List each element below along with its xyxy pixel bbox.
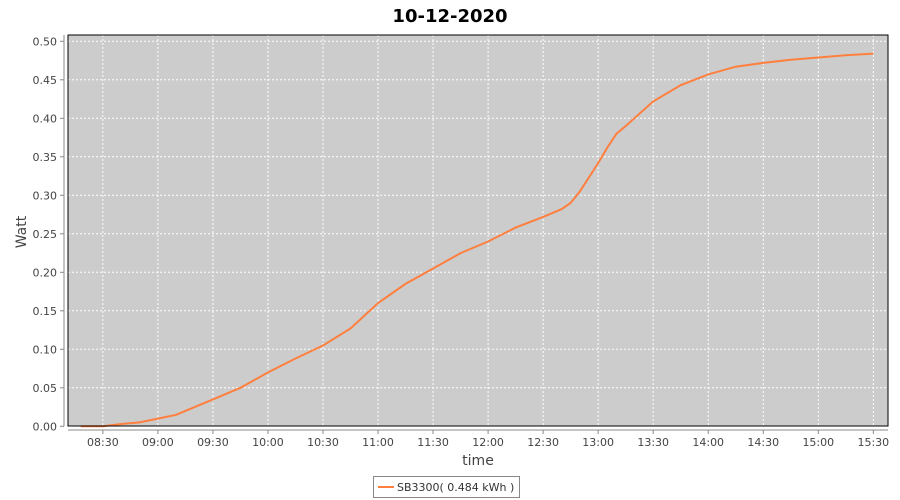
chart-title: 10-12-2020 [392, 6, 507, 27]
y-tick-label: 0.50 [33, 35, 58, 48]
x-tick-label: 15:30 [857, 436, 889, 449]
y-tick-label: 0.00 [33, 420, 58, 433]
x-tick-label: 12:00 [472, 436, 504, 449]
x-tick-label: 11:30 [417, 436, 449, 449]
y-tick-label: 0.05 [33, 382, 58, 395]
x-tick-label: 13:30 [637, 436, 669, 449]
x-tick-label: 10:00 [252, 436, 284, 449]
y-tick-label: 0.10 [33, 343, 58, 356]
x-tick-label: 13:00 [582, 436, 614, 449]
plot-border [67, 34, 889, 427]
grid-lines [68, 35, 888, 427]
x-tick-label: 12:30 [527, 436, 559, 449]
x-tick-label: 15:00 [802, 436, 834, 449]
x-tick-label: 14:00 [692, 436, 724, 449]
x-tick-label: 14:30 [747, 436, 779, 449]
y-tick-label: 0.15 [33, 305, 58, 318]
axes: 0.00 0.05 0.10 0.15 0.20 0.25 0.30 0.35 0.40 0.45… [33, 35, 889, 449]
legend: SB3300( 0.484 kWh ) [373, 476, 521, 498]
y-tick-label: 0.30 [33, 189, 58, 202]
x-axis-label: time [462, 453, 494, 469]
legend-swatch [378, 486, 394, 488]
x-tick-label: 09:00 [142, 436, 174, 449]
plot-area [68, 35, 888, 426]
y-tick-label: 0.40 [33, 112, 58, 125]
x-tick-label: 08:30 [87, 436, 119, 449]
x-tick-label: 10:30 [307, 436, 339, 449]
y-axis-label: Watt [14, 215, 30, 248]
series-line [80, 52, 874, 428]
y-tick-label: 0.25 [33, 228, 58, 241]
y-tick-label: 0.35 [33, 151, 58, 164]
y-tick-label: 0.45 [33, 74, 58, 87]
legend-label: SB3300( 0.484 kWh ) [397, 480, 515, 494]
x-tick-label: 09:30 [197, 436, 229, 449]
y-tick-label: 0.20 [33, 266, 58, 279]
x-tick-label: 11:00 [362, 436, 394, 449]
